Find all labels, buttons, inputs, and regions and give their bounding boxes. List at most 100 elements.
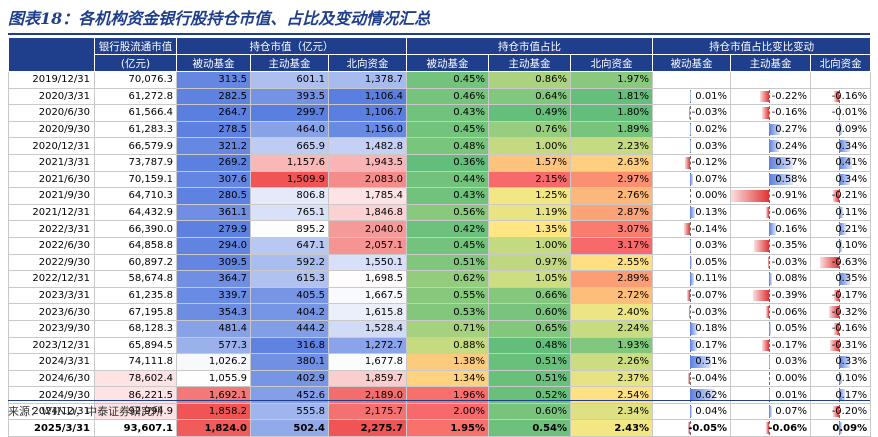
- holding-mv-cell: 402.9: [251, 370, 329, 387]
- holding-mv-cell: 806.8: [251, 188, 329, 205]
- share-change-cell: 0.00%: [731, 370, 811, 387]
- share-change-cell: 0.02%: [653, 121, 731, 138]
- change-value: 0.58%: [731, 172, 810, 187]
- holding-mv-cell: 1,859.7: [329, 370, 407, 387]
- float-mv-cell: 64,432.9: [95, 204, 177, 221]
- holding-share-cell: 1.00%: [489, 237, 571, 254]
- change-value: 0.01%: [653, 89, 730, 104]
- float-mv-cell: 61,283.3: [95, 121, 177, 138]
- float-mv-cell: 67,195.8: [95, 304, 177, 321]
- share-change-cell: 0.03%: [731, 354, 811, 371]
- page-title: 图表18：各机构资金银行股持仓市值、占比及变动情况汇总: [8, 6, 870, 32]
- share-change-cell: -0.31%: [811, 337, 871, 354]
- change-value: 0.08%: [731, 271, 810, 286]
- change-value: -0.03%: [653, 105, 730, 120]
- share-change-cell: -0.21%: [811, 188, 871, 205]
- share-change-cell: 0.10%: [811, 370, 871, 387]
- holding-mv-cell: 765.1: [251, 204, 329, 221]
- date-cell: 2021/6/30: [9, 171, 95, 188]
- holding-share-cell: 2.87%: [571, 204, 653, 221]
- holding-share-cell: 0.55%: [407, 287, 489, 304]
- change-value: 0.62%: [653, 388, 730, 403]
- change-value: 0.21%: [811, 222, 870, 237]
- change-value: -0.16%: [811, 321, 870, 336]
- holding-mv-cell: 339.7: [177, 287, 251, 304]
- change-value: 0.17%: [811, 388, 870, 403]
- holding-share-cell: 0.42%: [407, 221, 489, 238]
- holding-mv-cell: 1,106.7: [329, 105, 407, 122]
- holding-mv-cell: 444.2: [251, 320, 329, 337]
- holding-share-cell: 0.51%: [489, 370, 571, 387]
- holding-mv-cell: 665.9: [251, 138, 329, 155]
- date-cell: 2025/3/31: [9, 420, 95, 437]
- change-value: -0.06%: [731, 305, 810, 320]
- holding-mv-cell: 481.4: [177, 320, 251, 337]
- holding-share-cell: 1.97%: [571, 72, 653, 89]
- holding-share-cell: 1.00%: [489, 138, 571, 155]
- holding-share-cell: 0.51%: [489, 354, 571, 371]
- date-cell: 2023/6/30: [9, 304, 95, 321]
- change-value: -0.14%: [653, 222, 730, 237]
- change-value: 0.35%: [811, 271, 870, 286]
- share-change-cell: 0.16%: [731, 221, 811, 238]
- share-change-cell: 0.11%: [811, 204, 871, 221]
- holding-share-cell: 2.00%: [407, 403, 489, 420]
- holding-mv-cell: 2,057.1: [329, 237, 407, 254]
- holding-share-cell: 1.95%: [407, 420, 489, 437]
- change-value: 0.34%: [811, 139, 870, 154]
- change-value: 0.01%: [731, 388, 810, 403]
- share-change-cell: -0.05%: [653, 420, 731, 437]
- sub-header: 北向资金: [329, 55, 407, 72]
- share-change-cell: 0.05%: [731, 320, 811, 337]
- holding-mv-cell: 1,482.8: [329, 138, 407, 155]
- holding-mv-cell: 354.3: [177, 304, 251, 321]
- holding-mv-cell: 405.5: [251, 287, 329, 304]
- sub-header: 被动基金: [177, 55, 251, 72]
- holding-mv-cell: 615.3: [251, 271, 329, 288]
- table-header: 银行股流通市值 持仓市值（亿元） 持仓市值占比 持仓市值占比变比变动 (亿元) …: [9, 38, 871, 72]
- share-change-cell: 0.01%: [653, 88, 731, 105]
- holding-mv-cell: 601.1: [251, 72, 329, 89]
- holding-mv-cell: 895.2: [251, 221, 329, 238]
- share-change-cell: -0.91%: [731, 188, 811, 205]
- change-value: 0.57%: [731, 155, 810, 170]
- change-value: 0.33%: [811, 354, 870, 369]
- holding-mv-cell: 280.5: [177, 188, 251, 205]
- holding-share-header: 持仓市值占比: [407, 38, 653, 55]
- share-change-cell: 0.62%: [653, 387, 731, 404]
- share-change-cell: 0.58%: [731, 171, 811, 188]
- holding-mv-cell: 1,943.5: [329, 154, 407, 171]
- holding-mv-cell: 502.4: [251, 420, 329, 437]
- date-cell: 2022/12/31: [9, 271, 95, 288]
- holding-share-cell: 0.54%: [489, 420, 571, 437]
- change-value: 0.34%: [811, 172, 870, 187]
- share-change-cell: 0.03%: [653, 237, 731, 254]
- holding-share-cell: 3.17%: [571, 237, 653, 254]
- change-value: -0.16%: [731, 105, 810, 120]
- holding-mv-cell: 404.2: [251, 304, 329, 321]
- holding-mv-cell: 2,275.7: [329, 420, 407, 437]
- holding-mv-cell: 307.6: [177, 171, 251, 188]
- holding-mv-cell: 1,106.4: [329, 88, 407, 105]
- holding-mv-cell: 309.5: [177, 254, 251, 271]
- change-value: -0.16%: [811, 89, 870, 104]
- holding-share-cell: 0.60%: [489, 304, 571, 321]
- holding-mv-cell: 316.8: [251, 337, 329, 354]
- date-cell: 2020/9/30: [9, 121, 95, 138]
- change-value: 0.03%: [653, 238, 730, 253]
- holding-share-cell: 0.44%: [407, 171, 489, 188]
- source-note: 来源：WIND，中泰证券研究所: [8, 403, 163, 419]
- change-value: 0.10%: [811, 238, 870, 253]
- share-change-cell: -0.32%: [811, 304, 871, 321]
- holding-share-cell: 1.35%: [489, 221, 571, 238]
- share-change-cell: -0.63%: [811, 254, 871, 271]
- holding-share-cell: 2.23%: [571, 138, 653, 155]
- holding-share-cell: 0.76%: [489, 121, 571, 138]
- holding-mv-cell: 361.1: [177, 204, 251, 221]
- holding-share-cell: 1.34%: [407, 370, 489, 387]
